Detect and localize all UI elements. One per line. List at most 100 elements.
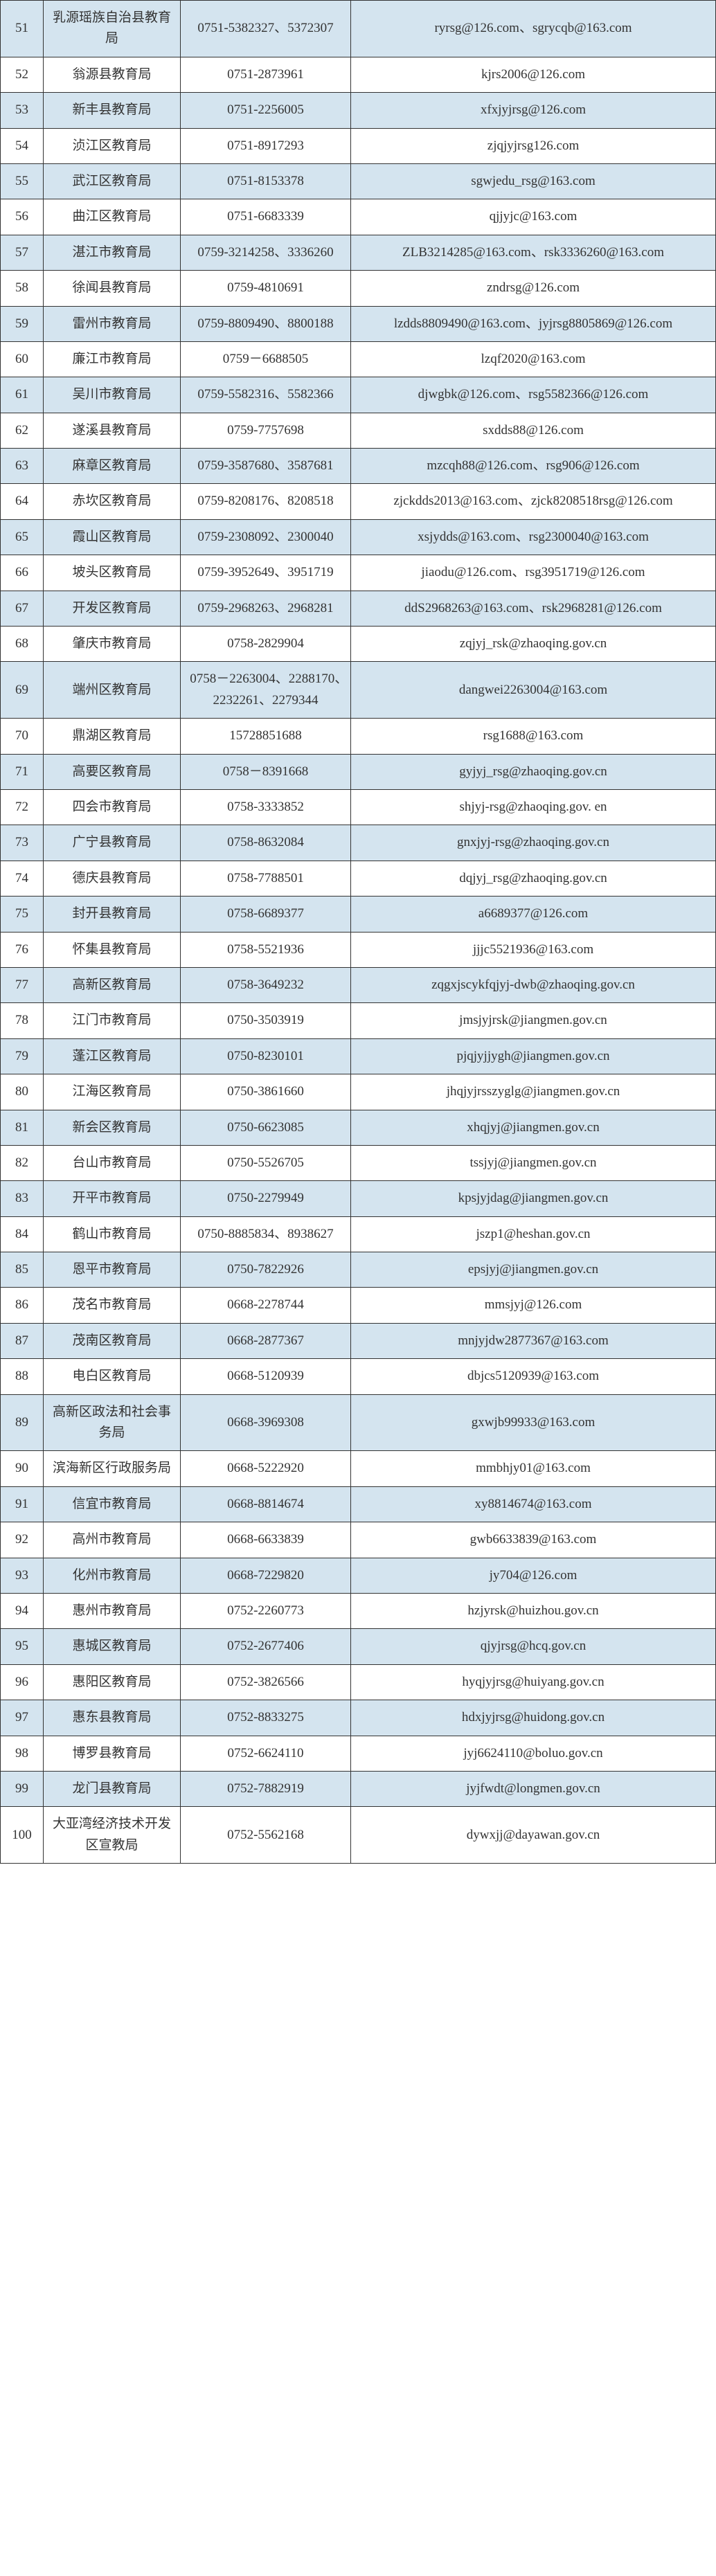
phone-number: 0758-5521936 — [181, 932, 351, 967]
email-address: mmbhjy01@163.com — [351, 1451, 716, 1486]
bureau-name: 鹤山市教育局 — [44, 1216, 181, 1252]
bureau-name: 高州市教育局 — [44, 1522, 181, 1558]
row-number: 89 — [1, 1394, 44, 1451]
row-number: 72 — [1, 789, 44, 825]
row-number: 83 — [1, 1181, 44, 1216]
bureau-name: 台山市教育局 — [44, 1145, 181, 1180]
phone-number: 0751-2873961 — [181, 57, 351, 92]
row-number: 85 — [1, 1252, 44, 1288]
email-address: dqjyj_rsg@zhaoqing.gov.cn — [351, 861, 716, 896]
table-row: 80江海区教育局0750-3861660jhqjyjrsszyglg@jiang… — [1, 1074, 716, 1110]
table-row: 62遂溪县教育局0759-7757698sxdds88@126.com — [1, 413, 716, 448]
bureau-name: 蓬江区教育局 — [44, 1038, 181, 1074]
table-row: 68肇庆市教育局0758-2829904zqjyj_rsk@zhaoqing.g… — [1, 627, 716, 662]
table-row: 56曲江区教育局0751-6683339qjjyjc@163.com — [1, 199, 716, 235]
table-row: 87茂南区教育局0668-2877367mnjyjdw2877367@163.c… — [1, 1323, 716, 1358]
table-row: 91信宜市教育局0668-8814674xy8814674@163.com — [1, 1486, 716, 1522]
phone-number: 0750-5526705 — [181, 1145, 351, 1180]
table-body: 51乳源瑶族自治县教育局0751-5382327、5372307ryrsg@12… — [1, 1, 716, 1864]
row-number: 73 — [1, 825, 44, 861]
bureau-name: 吴川市教育局 — [44, 377, 181, 413]
table-row: 82台山市教育局0750-5526705tssjyj@jiangmen.gov.… — [1, 1145, 716, 1180]
email-address: dangwei2263004@163.com — [351, 662, 716, 719]
email-address: a6689377@126.com — [351, 897, 716, 932]
table-row: 84鹤山市教育局0750-8885834、8938627jszp1@heshan… — [1, 1216, 716, 1252]
row-number: 59 — [1, 306, 44, 341]
email-address: zqjyj_rsk@zhaoqing.gov.cn — [351, 627, 716, 662]
email-address: mmsjyj@126.com — [351, 1288, 716, 1323]
table-row: 69端州区教育局0758－2263004、2288170、 2232261、22… — [1, 662, 716, 719]
row-number: 81 — [1, 1110, 44, 1145]
bureau-name: 德庆县教育局 — [44, 861, 181, 896]
phone-number: 0750-7822926 — [181, 1252, 351, 1288]
bureau-name: 武江区教育局 — [44, 163, 181, 199]
bureau-name: 高要区教育局 — [44, 754, 181, 789]
bureau-name: 雷州市教育局 — [44, 306, 181, 341]
phone-number: 0759-5582316、5582366 — [181, 377, 351, 413]
table-row: 73广宁县教育局0758-8632084gnxjyj-rsg@zhaoqing.… — [1, 825, 716, 861]
bureau-name: 江海区教育局 — [44, 1074, 181, 1110]
phone-number: 0668-2877367 — [181, 1323, 351, 1358]
phone-number: 0758-8632084 — [181, 825, 351, 861]
table-row: 83开平市教育局0750-2279949kpsjyjdag@jiangmen.g… — [1, 1181, 716, 1216]
bureau-name: 高新区教育局 — [44, 967, 181, 1002]
email-address: ZLB3214285@163.com、rsk3336260@163.com — [351, 235, 716, 270]
email-address: hyqjyjrsg@huiyang.gov.cn — [351, 1664, 716, 1700]
phone-number: 0758－8391668 — [181, 754, 351, 789]
row-number: 80 — [1, 1074, 44, 1110]
row-number: 76 — [1, 932, 44, 967]
row-number: 63 — [1, 449, 44, 484]
bureau-name: 化州市教育局 — [44, 1558, 181, 1593]
bureau-name: 坡头区教育局 — [44, 555, 181, 591]
table-row: 51乳源瑶族自治县教育局0751-5382327、5372307ryrsg@12… — [1, 1, 716, 57]
table-row: 59雷州市教育局0759-8809490、8800188lzdds8809490… — [1, 306, 716, 341]
bureau-name: 惠东县教育局 — [44, 1700, 181, 1736]
bureau-name: 四会市教育局 — [44, 789, 181, 825]
phone-number: 0750-3861660 — [181, 1074, 351, 1110]
email-address: jjjc5521936@163.com — [351, 932, 716, 967]
phone-number: 0751-6683339 — [181, 199, 351, 235]
phone-number: 0752-5562168 — [181, 1807, 351, 1864]
row-number: 98 — [1, 1736, 44, 1771]
table-row: 72四会市教育局0758-3333852shjyj-rsg@zhaoqing.g… — [1, 789, 716, 825]
phone-number: 15728851688 — [181, 719, 351, 754]
phone-number: 0759-2308092、2300040 — [181, 519, 351, 555]
email-address: shjyj-rsg@zhaoqing.gov. en — [351, 789, 716, 825]
bureau-name: 博罗县教育局 — [44, 1736, 181, 1771]
email-address: qjyjrsg@hcq.gov.cn — [351, 1629, 716, 1664]
email-address: pjqjyjjygh@jiangmen.gov.cn — [351, 1038, 716, 1074]
row-number: 75 — [1, 897, 44, 932]
email-address: jiaodu@126.com、rsg3951719@126.com — [351, 555, 716, 591]
bureau-name: 高新区政法和社会事务局 — [44, 1394, 181, 1451]
bureau-name: 赤坎区教育局 — [44, 484, 181, 519]
table-row: 60廉江市教育局0759－6688505lzqf2020@163.com — [1, 341, 716, 377]
table-row: 65霞山区教育局0759-2308092、2300040xsjydds@163.… — [1, 519, 716, 555]
email-address: gnxjyj-rsg@zhaoqing.gov.cn — [351, 825, 716, 861]
bureau-name: 遂溪县教育局 — [44, 413, 181, 448]
email-address: jy704@126.com — [351, 1558, 716, 1593]
phone-number: 0759-4810691 — [181, 271, 351, 306]
phone-number: 0752-7882919 — [181, 1771, 351, 1806]
email-address: hzjyrsk@huizhou.gov.cn — [351, 1593, 716, 1628]
table-row: 88电白区教育局0668-5120939dbjcs5120939@163.com — [1, 1359, 716, 1394]
row-number: 57 — [1, 235, 44, 270]
phone-number: 0750-8885834、8938627 — [181, 1216, 351, 1252]
bureau-name: 茂南区教育局 — [44, 1323, 181, 1358]
table-row: 57湛江市教育局0759-3214258、3336260ZLB3214285@1… — [1, 235, 716, 270]
row-number: 100 — [1, 1807, 44, 1864]
table-row: 92高州市教育局0668-6633839gwb6633839@163.com — [1, 1522, 716, 1558]
table-row: 54浈江区教育局0751-8917293zjqjyjrsg126.com — [1, 128, 716, 163]
row-number: 79 — [1, 1038, 44, 1074]
bureau-name: 江门市教育局 — [44, 1003, 181, 1038]
phone-number: 0758-7788501 — [181, 861, 351, 896]
email-address: jyjfwdt@longmen.gov.cn — [351, 1771, 716, 1806]
phone-number: 0752-6624110 — [181, 1736, 351, 1771]
email-address: lzqf2020@163.com — [351, 341, 716, 377]
email-address: gyjyj_rsg@zhaoqing.gov.cn — [351, 754, 716, 789]
row-number: 54 — [1, 128, 44, 163]
table-row: 97惠东县教育局0752-8833275hdxjyjrsg@huidong.go… — [1, 1700, 716, 1736]
bureau-name: 滨海新区行政服务局 — [44, 1451, 181, 1486]
email-address: sgwjedu_rsg@163.com — [351, 163, 716, 199]
email-address: mnjyjdw2877367@163.com — [351, 1323, 716, 1358]
table-row: 79蓬江区教育局0750-8230101pjqjyjjygh@jiangmen.… — [1, 1038, 716, 1074]
